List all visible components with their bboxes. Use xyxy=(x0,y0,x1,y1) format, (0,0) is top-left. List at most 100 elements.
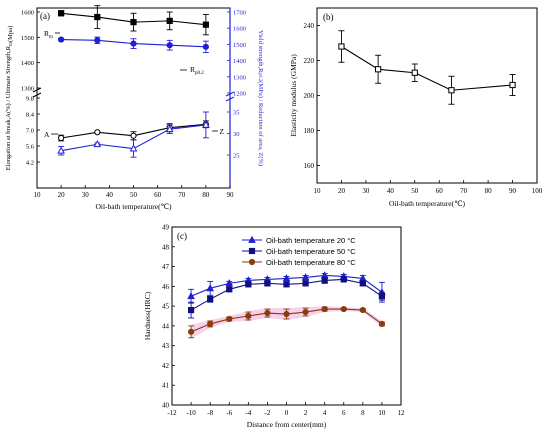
panel-b-modulus-series-point xyxy=(338,43,345,50)
panel-a-left-tick-label: 1300 xyxy=(21,86,34,93)
panel-c-legend-label: Oil-bath temperature 50 °C xyxy=(266,247,356,256)
panel-b-x-tick-label: 100 xyxy=(532,187,543,195)
panel-a-rm-label-sub: m xyxy=(49,35,53,40)
panel-b-modulus-series-line xyxy=(341,46,513,91)
panel-b-label: (b) xyxy=(323,12,334,22)
panel-c-series-1-point xyxy=(207,296,214,303)
panel-a-rp-series-point xyxy=(202,43,209,50)
panel-a-rp-label-main: R xyxy=(190,65,195,74)
panel-a-right-tick-label: 35 xyxy=(233,110,240,117)
panel-c-y-tick-label: 44 xyxy=(162,322,170,330)
panel-c-y-axis-title: Hardness(HRC) xyxy=(143,291,152,340)
panel-b-x-tick-label: 90 xyxy=(509,187,517,195)
panel-a-rp-series-point xyxy=(166,42,173,49)
panel-c-series-2-point xyxy=(283,310,290,318)
panel-a-frame xyxy=(36,7,231,189)
panel-c-series-2-point xyxy=(321,305,328,313)
panel-c-series-0-point xyxy=(282,274,291,282)
panel-b-modulus-series-point xyxy=(375,66,382,73)
panel-a-rm-label: Rm xyxy=(44,29,53,40)
panel-a-x-tick-label: 10 xyxy=(34,191,42,199)
panel-a-a-series-point xyxy=(94,129,101,136)
panel-a-x-tick-label: 50 xyxy=(130,191,138,199)
panel-a-z-series-point xyxy=(93,139,102,148)
panel-c-x-tick-label: 2 xyxy=(304,409,308,417)
panel-a-x-tick-label: 60 xyxy=(154,191,162,199)
panel-c-legend-marker xyxy=(248,247,256,255)
panel-c-legend-label: Oil-bath temperature 20 °C xyxy=(266,236,356,245)
panel-a-right-axis-title-part: p0.2 xyxy=(257,73,262,82)
panel-b-x-tick-label: 40 xyxy=(387,187,395,195)
panel-b-modulus-series-point xyxy=(411,69,418,76)
panel-a-rm-series-point xyxy=(202,21,209,28)
panel-a-left-tick-label: 9.8 xyxy=(26,96,34,103)
panel-c-series-2-point xyxy=(302,308,309,316)
panel-c-x-tick-label: -6 xyxy=(226,409,232,417)
panel-a-left-break-mark xyxy=(32,87,42,93)
panel-a-left-axis-title-subscript: m xyxy=(9,42,14,46)
panel-b-x-tick-label: 60 xyxy=(436,187,444,195)
panel-a-rm-series-point xyxy=(130,19,137,26)
panel-c-series-1-point xyxy=(245,281,252,288)
panel-a-left-axis-title-part: Elongation at break,A(%) / xyxy=(5,100,12,171)
panel-c-series-1-point xyxy=(302,280,309,287)
panel-a-left-tick-label: 7.0 xyxy=(26,128,34,135)
panel-a-left-tick-label: 5.6 xyxy=(26,144,35,151)
panel-a-right-tick-label: 1600 xyxy=(233,26,246,33)
panel-a-rm-series-point xyxy=(58,10,65,17)
panel-a-rp-series-point xyxy=(94,37,101,44)
panel-a-rp-label-sub: p0.2 xyxy=(195,71,204,76)
panel-a-left-axis-title-part: (Mpa) xyxy=(7,26,14,42)
panel-a-left-tick-label: 8.4 xyxy=(26,112,35,119)
panel-c-y-tick-label: 45 xyxy=(162,303,170,311)
panel-a-label: (a) xyxy=(40,11,50,21)
panel-b-x-tick-label: 30 xyxy=(362,187,370,195)
panel-a-x-tick-label: 70 xyxy=(178,191,186,199)
panel-c-series-2-point xyxy=(187,328,195,335)
panel-a-right-tick-label: 1500 xyxy=(233,42,246,49)
panel-c-series-0-point xyxy=(206,284,215,292)
panel-b-y-tick-label: 240 xyxy=(304,22,315,30)
panel-a-left-break-mark xyxy=(32,92,42,98)
panel-b-x-tick-label: 50 xyxy=(411,187,419,195)
panel-a-z-label: Z xyxy=(219,127,224,136)
panel-c-y-tick-label: 42 xyxy=(162,362,170,370)
panel-c-series-1-point xyxy=(226,286,233,293)
panel-b-y-tick-label: 180 xyxy=(304,127,315,135)
panel-a-left-tick-label: 1400 xyxy=(21,60,34,67)
panel-a-x-tick-label: 40 xyxy=(106,191,114,199)
panel-a-right-tick-label: 1300 xyxy=(233,74,246,81)
panel-a-rp-series-point xyxy=(58,36,65,43)
panel-a-z-series-point xyxy=(202,120,210,128)
panel-a-right-axis-title-part: / xyxy=(257,98,264,103)
panel-b-x-axis-title: Oil-bath temperature(℃) xyxy=(389,199,466,208)
panel-c-y-tick-label: 47 xyxy=(162,263,170,271)
panel-c-x-tick-label: -2 xyxy=(264,409,270,417)
panel-c-x-tick-label: 12 xyxy=(398,409,406,417)
panel-a-a-series-point xyxy=(58,134,65,142)
panel-a-right-tick-label: 1200 xyxy=(233,91,246,98)
panel-a-left-tick-label: 1600 xyxy=(21,10,34,17)
panel-c-80c-band xyxy=(191,306,382,339)
panel-b-x-tick-label: 80 xyxy=(485,187,493,195)
panel-c-x-tick-label: 8 xyxy=(361,409,365,417)
panel-b-modulus-series-point xyxy=(509,81,516,89)
panel-a-right-axis-title-part: Yield strength,R xyxy=(257,30,264,73)
panel-c-y-tick-label: 40 xyxy=(162,402,170,410)
panel-a-x-axis-title: Oil-bath temperature(℃) xyxy=(95,202,172,211)
panel-a-z-series-point xyxy=(165,124,174,133)
panel-c-series-1-point xyxy=(321,277,328,284)
panel-b-elasticity-chart: (b) 10 20 30 40 50 60 70 80 90 100 160 180 200 220 240 O… xyxy=(289,7,543,208)
panel-c-series-2-point xyxy=(264,309,271,317)
panel-c-legend-label: Oil-bath temperature 80 °C xyxy=(266,258,356,267)
panel-c-series-1-point xyxy=(264,280,271,287)
panel-a-a-label: A xyxy=(44,130,50,139)
panel-a-rp-series-point xyxy=(130,40,137,47)
panel-b-y-tick-label: 160 xyxy=(304,162,315,170)
panel-a-rm-label-main: R xyxy=(44,29,49,38)
panel-c-legend-marker xyxy=(248,258,256,266)
panel-a-left-axis-title: Elongation at break,A(%) / Ultimate Stre… xyxy=(5,26,14,171)
panel-c-y-tick-label: 48 xyxy=(162,243,170,251)
panel-a-left-tick-label: 1500 xyxy=(21,35,34,42)
panel-c-x-tick-label: -10 xyxy=(186,409,196,417)
